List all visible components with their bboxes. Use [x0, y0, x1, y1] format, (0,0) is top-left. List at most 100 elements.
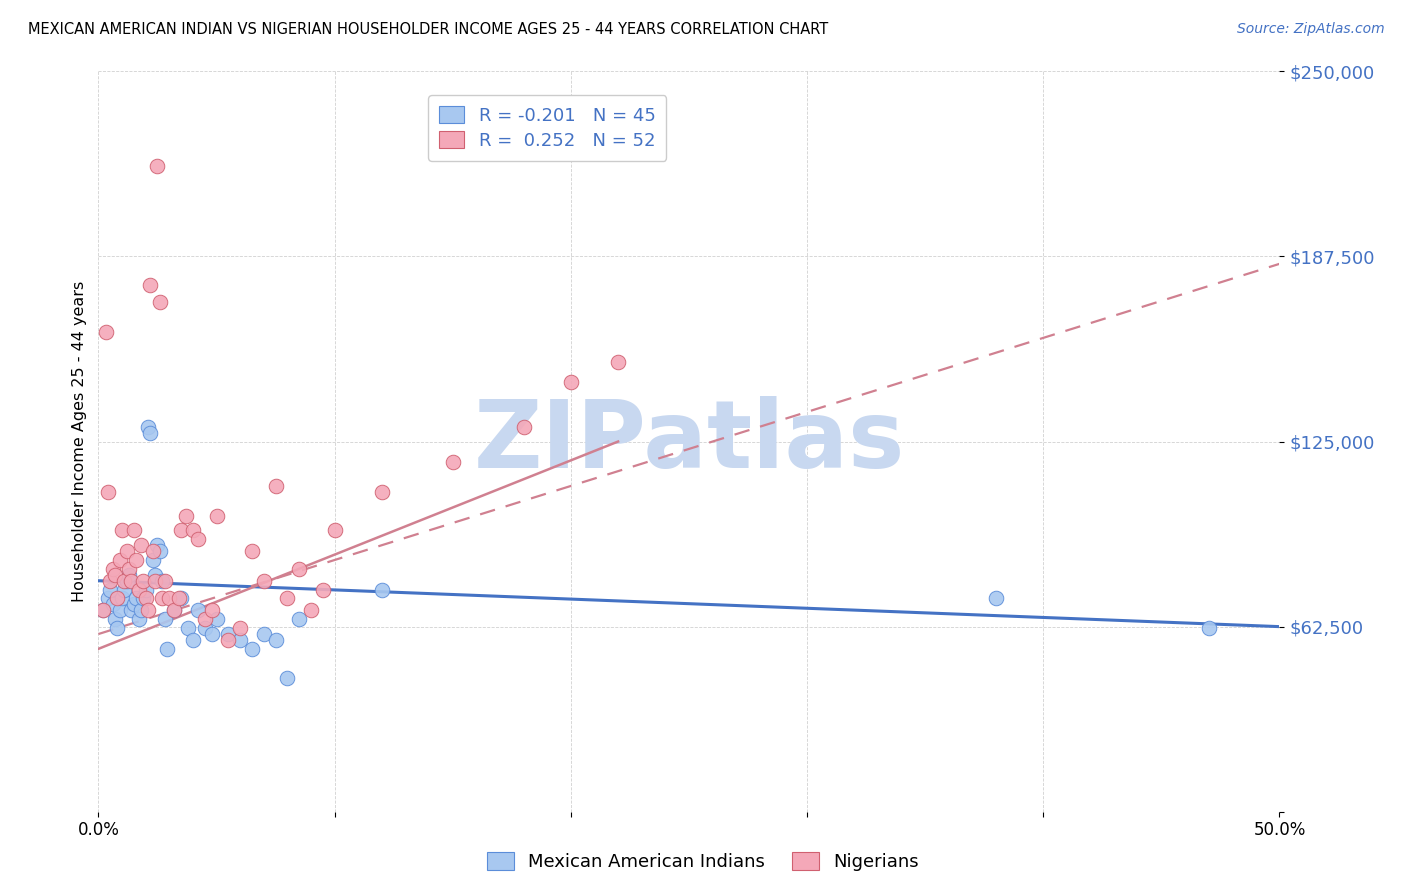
Point	[118, 562, 141, 576]
Point	[371, 484, 394, 499]
Point	[125, 591, 148, 606]
Point	[98, 574, 121, 588]
Point	[139, 425, 162, 440]
Point	[104, 612, 127, 626]
Point	[112, 574, 135, 588]
Point	[111, 524, 134, 538]
Point	[217, 632, 239, 647]
Point	[205, 612, 228, 626]
Point	[371, 582, 394, 597]
Point	[136, 419, 159, 434]
Point	[201, 603, 224, 617]
Point	[97, 591, 120, 606]
Point	[150, 591, 173, 606]
Point	[143, 574, 166, 588]
Point	[163, 603, 186, 617]
Text: Source: ZipAtlas.com: Source: ZipAtlas.com	[1237, 22, 1385, 37]
Point	[217, 627, 239, 641]
Point	[115, 544, 138, 558]
Point	[984, 591, 1007, 606]
Point	[276, 672, 298, 686]
Point	[146, 538, 169, 552]
Point	[276, 591, 298, 606]
Point	[288, 562, 311, 576]
Point	[139, 277, 162, 292]
Point	[105, 591, 128, 606]
Point	[142, 553, 165, 567]
Point	[264, 632, 287, 647]
Point	[146, 159, 169, 173]
Point	[143, 567, 166, 582]
Point	[91, 603, 114, 617]
Point	[181, 632, 204, 647]
Point	[122, 524, 145, 538]
Point	[101, 562, 124, 576]
Point	[607, 354, 630, 368]
Point	[157, 591, 180, 606]
Point	[132, 574, 155, 588]
Point	[177, 621, 200, 635]
Legend: Mexican American Indians, Nigerians: Mexican American Indians, Nigerians	[479, 846, 927, 879]
Point	[115, 574, 138, 588]
Point	[170, 524, 193, 538]
Point	[149, 544, 172, 558]
Point	[108, 553, 131, 567]
Point	[128, 582, 150, 597]
Point	[153, 612, 176, 626]
Point	[323, 524, 346, 538]
Point	[288, 612, 311, 626]
Point	[167, 591, 190, 606]
Point	[91, 603, 114, 617]
Point	[118, 567, 141, 582]
Point	[560, 376, 582, 390]
Point	[101, 598, 124, 612]
Point	[181, 524, 204, 538]
Point	[150, 574, 173, 588]
Point	[122, 598, 145, 612]
Point	[128, 612, 150, 626]
Point	[240, 641, 263, 656]
Point	[187, 603, 209, 617]
Point	[240, 544, 263, 558]
Text: MEXICAN AMERICAN INDIAN VS NIGERIAN HOUSEHOLDER INCOME AGES 25 - 44 YEARS CORREL: MEXICAN AMERICAN INDIAN VS NIGERIAN HOUS…	[28, 22, 828, 37]
Point	[136, 603, 159, 617]
Point	[312, 582, 335, 597]
Point	[194, 612, 217, 626]
Point	[174, 508, 197, 523]
Point	[253, 627, 276, 641]
Point	[205, 508, 228, 523]
Point	[105, 621, 128, 635]
Point	[132, 591, 155, 606]
Point	[104, 567, 127, 582]
Point	[201, 627, 224, 641]
Point	[299, 603, 322, 617]
Point	[111, 591, 134, 606]
Point	[187, 533, 209, 547]
Point	[98, 582, 121, 597]
Point	[441, 455, 464, 469]
Point	[149, 295, 172, 310]
Point	[156, 641, 179, 656]
Point	[94, 325, 117, 339]
Point	[229, 632, 252, 647]
Point	[229, 621, 252, 635]
Point	[153, 574, 176, 588]
Point	[97, 484, 120, 499]
Point	[129, 603, 152, 617]
Point	[129, 538, 152, 552]
Point	[163, 603, 186, 617]
Point	[1198, 621, 1220, 635]
Point	[121, 574, 143, 588]
Point	[142, 544, 165, 558]
Point	[170, 591, 193, 606]
Point	[253, 574, 276, 588]
Point	[125, 553, 148, 567]
Point	[264, 479, 287, 493]
Point	[512, 419, 534, 434]
Point	[135, 582, 157, 597]
Point	[135, 591, 157, 606]
Text: ZIPatlas: ZIPatlas	[474, 395, 904, 488]
Legend: R = -0.201   N = 45, R =  0.252   N = 52: R = -0.201 N = 45, R = 0.252 N = 52	[427, 95, 666, 161]
Point	[194, 621, 217, 635]
Y-axis label: Householder Income Ages 25 - 44 years: Householder Income Ages 25 - 44 years	[72, 281, 87, 602]
